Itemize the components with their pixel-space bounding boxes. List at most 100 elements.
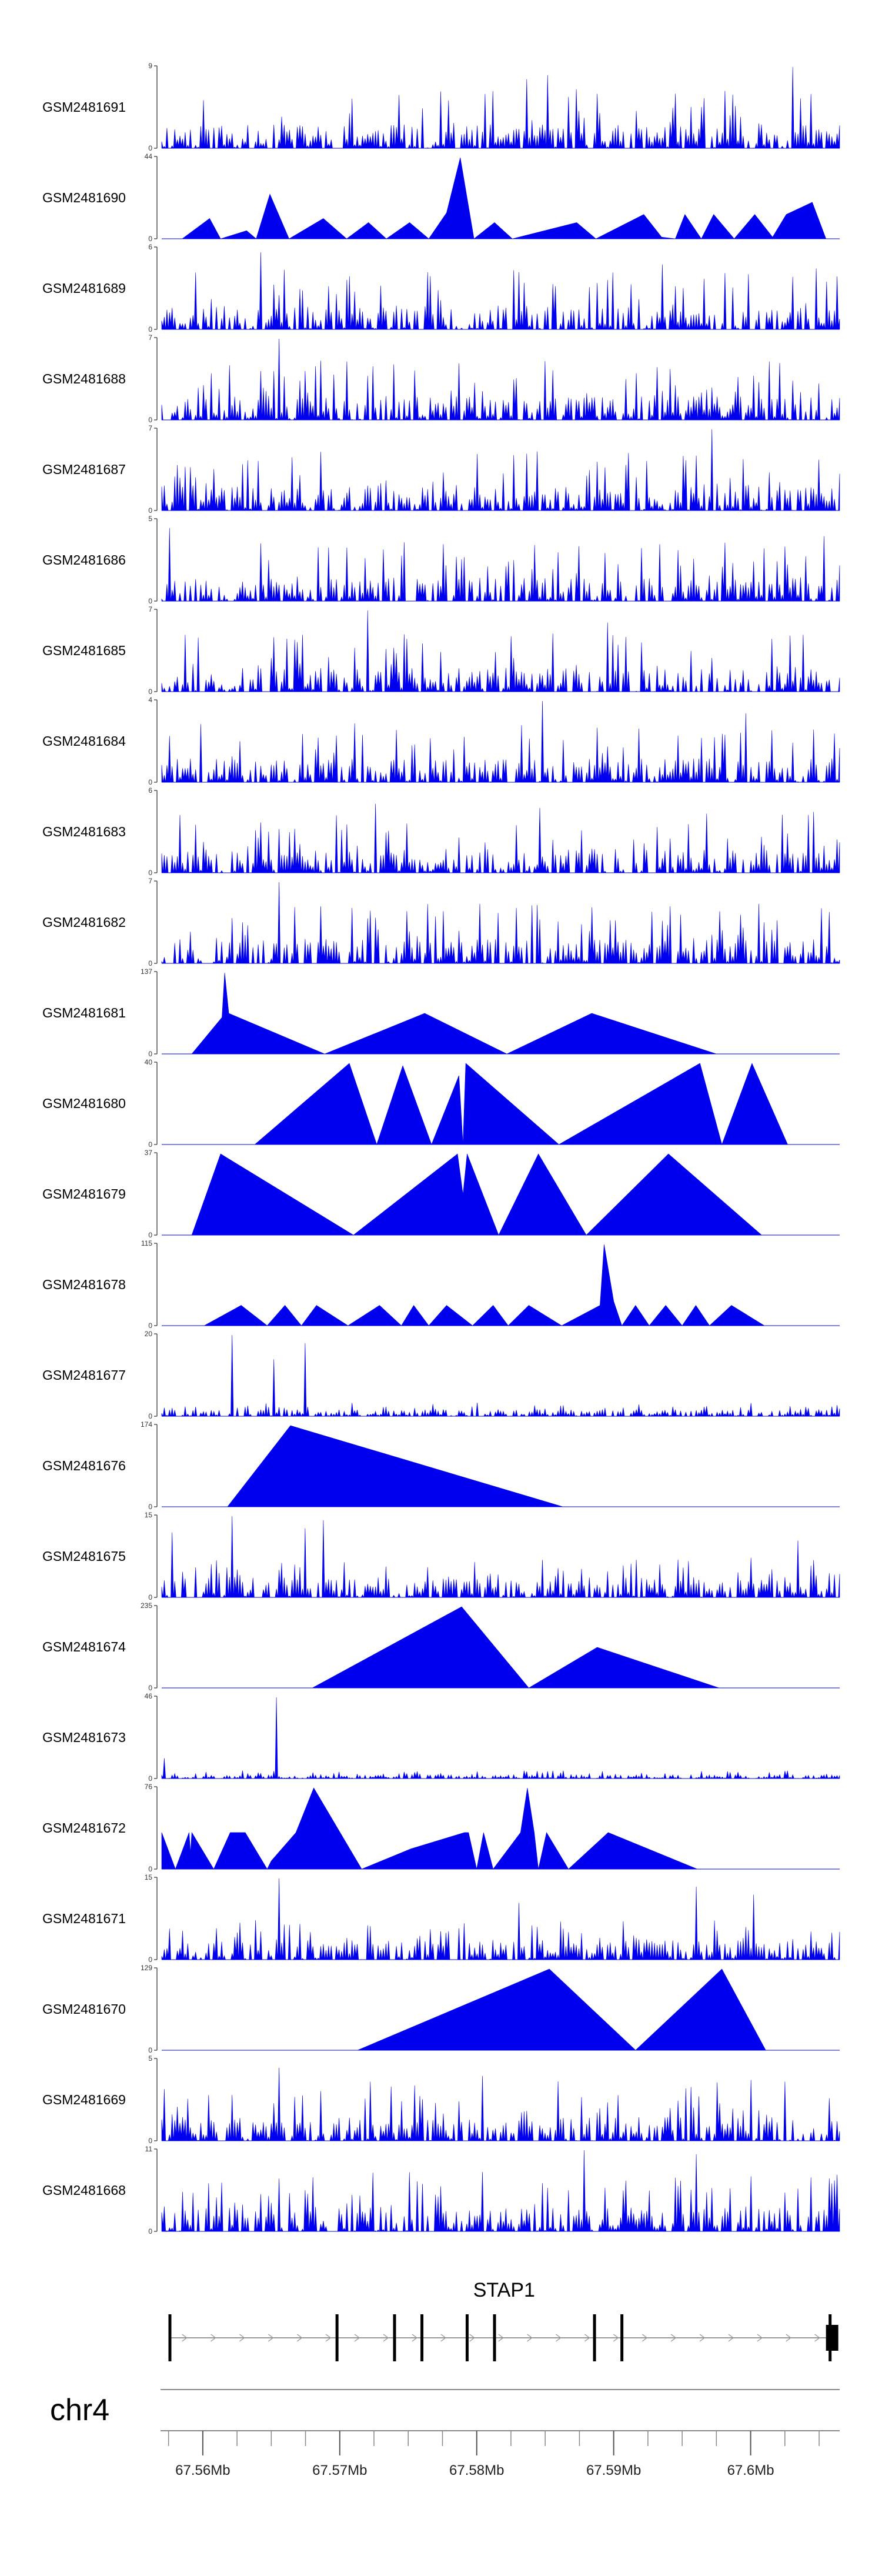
strand-chevron — [383, 2334, 389, 2342]
track-GSM2481674: GSM2481674 235 0 — [42, 1601, 840, 1692]
coverage-area — [312, 1606, 720, 1689]
axis-tick-label: 67.6Mb — [727, 2462, 774, 2478]
y-tick-label-zero: 0 — [148, 959, 152, 967]
y-tick-label-zero: 0 — [148, 688, 152, 696]
track-GSM2481678: GSM2481678 115 0 — [42, 1239, 840, 1330]
y-tick-label-zero: 0 — [148, 1956, 152, 1964]
y-tick-label-zero: 0 — [148, 1050, 152, 1058]
track-GSM2481676: GSM2481676 174 0 — [42, 1420, 840, 1511]
y-tick-label-max: 5 — [148, 2054, 152, 2063]
strand-chevron — [699, 2334, 706, 2342]
exon-7 — [593, 2314, 596, 2361]
y-tick-label-max: 76 — [145, 1783, 153, 1791]
axis-tick-label: 67.58Mb — [449, 2462, 504, 2478]
track-GSM2481690: GSM2481690 44 0 — [42, 152, 840, 243]
track-label: GSM2481668 — [42, 2183, 126, 2198]
exon-6 — [493, 2314, 496, 2361]
track-label: GSM2481672 — [42, 1820, 126, 1836]
exon-3 — [393, 2314, 396, 2361]
coverage-area — [161, 610, 840, 693]
track-GSM2481681: GSM2481681 137 0 — [42, 967, 840, 1058]
y-tick-label-max: 7 — [148, 424, 152, 432]
strand-chevron — [584, 2334, 590, 2342]
track-GSM2481672: GSM2481672 76 0 — [42, 1783, 840, 1873]
y-tick-label-max: 7 — [148, 877, 152, 885]
y-tick-label-max: 40 — [145, 1058, 153, 1066]
track-label: GSM2481690 — [42, 190, 126, 205]
strand-chevron — [239, 2334, 245, 2342]
coverage-area — [227, 1425, 563, 1507]
coverage-area — [204, 1244, 765, 1326]
coverage-area — [161, 1334, 840, 1417]
y-tick-label-max: 6 — [148, 786, 152, 795]
y-tick-label-max: 7 — [148, 333, 152, 342]
gene-name-label: STAP1 — [473, 2279, 535, 2301]
coverage-area — [161, 1787, 697, 1870]
track-label: GSM2481688 — [42, 371, 126, 386]
y-tick-label-max: 129 — [141, 1964, 152, 1972]
track-label: GSM2481683 — [42, 824, 126, 839]
coverage-area — [161, 1697, 840, 1780]
y-tick-label-max: 37 — [145, 1149, 153, 1157]
y-tick-label-max: 46 — [145, 1692, 153, 1700]
y-tick-label-zero: 0 — [148, 2046, 152, 2054]
y-tick-label-zero: 0 — [148, 144, 152, 152]
y-tick-label-zero: 0 — [148, 1412, 152, 1420]
y-tick-label-zero: 0 — [148, 1774, 152, 1783]
y-tick-label-max: 115 — [141, 1239, 152, 1247]
y-tick-label-max: 235 — [141, 1601, 152, 1610]
track-GSM2481683: GSM2481683 6 0 — [42, 786, 840, 877]
exon-utr-block — [826, 2325, 838, 2351]
track-label: GSM2481675 — [42, 1549, 126, 1564]
strand-chevron — [498, 2334, 504, 2342]
exon-1 — [168, 2314, 172, 2361]
coverage-area — [161, 429, 840, 512]
track-label: GSM2481677 — [42, 1367, 126, 1383]
coverage-area — [161, 252, 840, 330]
coverage-area — [161, 700, 840, 783]
y-tick-label-zero: 0 — [148, 1231, 152, 1239]
axis-tick-label: 67.57Mb — [312, 2462, 367, 2478]
track-label: GSM2481681 — [42, 1005, 126, 1020]
y-tick-label-zero: 0 — [148, 1322, 152, 1330]
strand-chevron — [354, 2334, 360, 2342]
coverage-area — [254, 1063, 788, 1145]
strand-chevron — [728, 2334, 734, 2342]
track-label: GSM2481691 — [42, 99, 126, 115]
track-label: GSM2481680 — [42, 1096, 126, 1111]
gene-model-STAP1: STAP1 — [168, 2279, 838, 2361]
axis-tick-label: 67.59Mb — [586, 2462, 641, 2478]
chromosome-label: chr4 — [50, 2393, 109, 2427]
strand-chevron — [440, 2334, 447, 2342]
track-label: GSM2481686 — [42, 552, 126, 568]
strand-chevron — [642, 2334, 648, 2342]
strand-chevron — [556, 2334, 562, 2342]
strand-chevron — [814, 2334, 820, 2342]
track-label: GSM2481689 — [42, 281, 126, 296]
track-GSM2481671: GSM2481671 15 0 — [42, 1873, 840, 1964]
strand-chevron — [296, 2334, 303, 2342]
track-label: GSM2481671 — [42, 1911, 126, 1926]
track-GSM2481675: GSM2481675 15 0 — [42, 1511, 840, 1601]
track-label: GSM2481687 — [42, 462, 126, 477]
y-tick-label-zero: 0 — [148, 597, 152, 605]
y-tick-label-zero: 0 — [148, 778, 152, 786]
strand-chevron — [469, 2334, 475, 2342]
coverage-area — [181, 157, 827, 239]
y-tick-label-zero: 0 — [148, 325, 152, 333]
y-tick-label-max: 44 — [145, 152, 153, 161]
strand-chevron — [613, 2334, 619, 2342]
track-label: GSM2481670 — [42, 2001, 126, 2017]
y-tick-label-zero: 0 — [148, 1503, 152, 1511]
track-label: GSM2481685 — [42, 643, 126, 658]
y-tick-label-zero: 0 — [148, 2137, 152, 2145]
coverage-area — [161, 338, 840, 421]
genome-axis: 67.56Mb 67.57Mb 67.58Mb 67.59Mb 67.6Mb — [161, 2430, 840, 2478]
coverage-area — [161, 2067, 840, 2142]
strand-chevron — [268, 2334, 274, 2342]
track-label: GSM2481679 — [42, 1186, 126, 1202]
track-GSM2481677: GSM2481677 20 0 — [42, 1330, 840, 1420]
track-GSM2481688: GSM2481688 7 0 — [42, 333, 840, 424]
y-tick-label-max: 6 — [148, 243, 152, 251]
